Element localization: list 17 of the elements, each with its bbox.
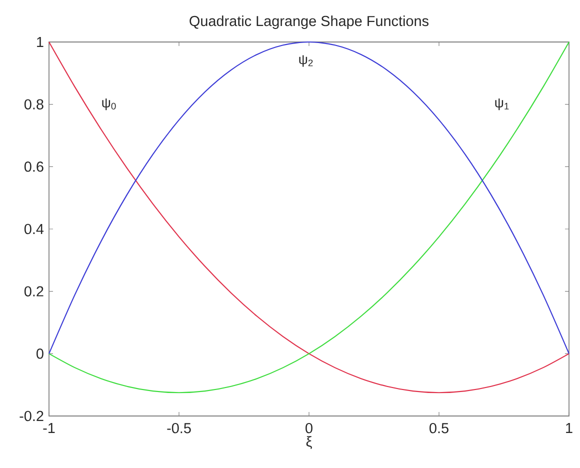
x-tick-label: 0 xyxy=(306,423,312,434)
y-tick-label: 0.4 xyxy=(24,224,44,234)
y-tick-label: 0.8 xyxy=(24,99,44,110)
y-tick-label: 0 xyxy=(36,348,44,359)
chart-title: Quadratic Lagrange Shape Functions xyxy=(190,16,428,30)
x-tick-label: 1 xyxy=(566,423,572,433)
x-tick-label: -1 xyxy=(43,423,55,433)
x-tick-label: 0.5 xyxy=(430,423,448,434)
series-label: ψ$_{0}$ xyxy=(102,98,116,110)
x-axis-title: ξ xyxy=(306,436,312,450)
y-tick-label: -0.2 xyxy=(20,410,44,422)
y-tick-label: 0.2 xyxy=(24,286,44,296)
series-label: ψ$_{1}$ xyxy=(495,98,509,110)
y-tick-label: 0.6 xyxy=(24,162,44,172)
y-tick-label: 1 xyxy=(37,37,44,47)
series-label: ψ$_{2}$ xyxy=(299,55,313,67)
x-tick-label: -0.5 xyxy=(167,423,191,434)
